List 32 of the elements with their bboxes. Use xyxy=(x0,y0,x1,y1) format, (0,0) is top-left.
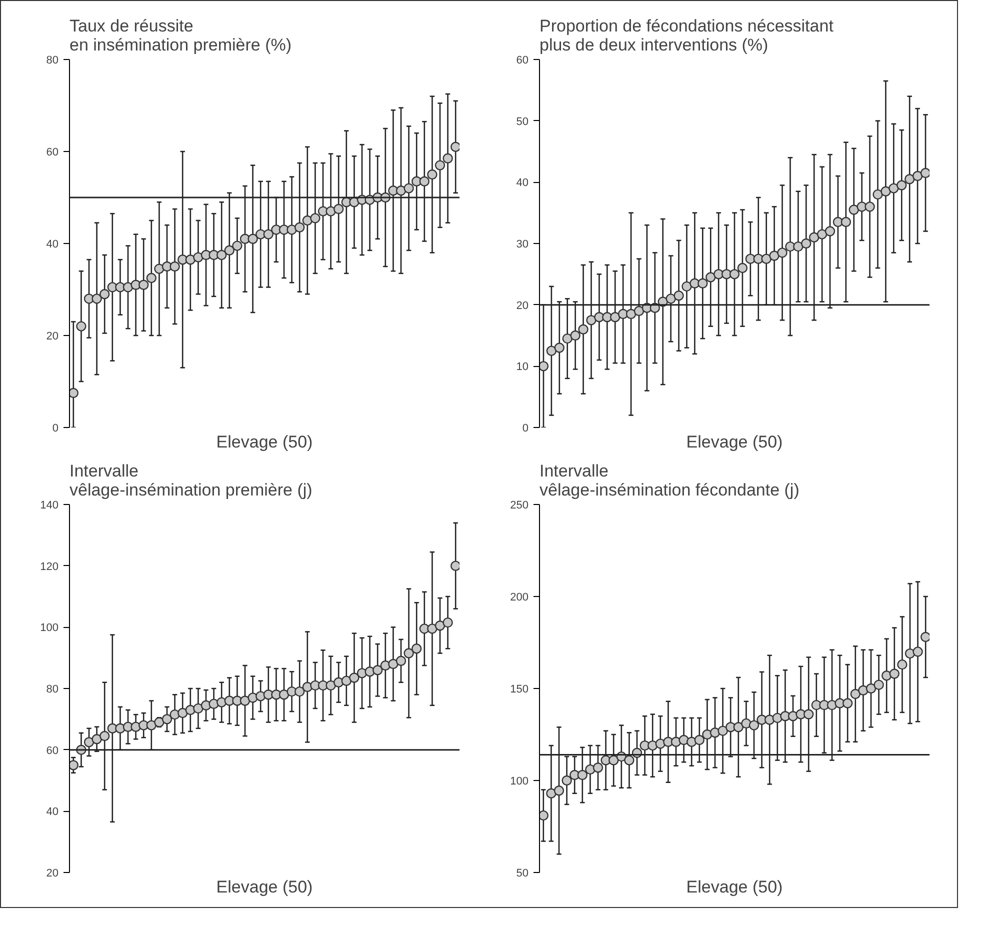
y-tick-label: 30 xyxy=(516,238,529,250)
y-tick-label: 120 xyxy=(40,560,59,573)
y-tick-label: 20 xyxy=(516,300,529,312)
y-tick-label: 10 xyxy=(516,361,529,374)
x-axis-title: Elevage (50) xyxy=(686,432,783,452)
chart-title: Proportion de fécondations nécessitant plus de deux interventions (%) xyxy=(540,16,834,54)
x-axis-title: Elevage (50) xyxy=(216,432,313,452)
y-tick-label: 50 xyxy=(516,116,529,128)
y-tick-label: 0 xyxy=(52,422,59,434)
y-tick-label: 200 xyxy=(510,592,529,604)
x-axis-title: Elevage (50) xyxy=(216,878,313,896)
y-tick-label: 60 xyxy=(516,54,529,66)
y-tick-label: 40 xyxy=(46,238,59,250)
x-axis-title: Elevage (50) xyxy=(686,878,783,896)
y-tick-label: 60 xyxy=(46,146,59,158)
y-tick-label: 50 xyxy=(516,868,529,880)
y-tick-label: 100 xyxy=(40,622,59,634)
y-tick-label: 20 xyxy=(46,330,59,342)
y-tick-label: 20 xyxy=(46,868,59,880)
y-tick-label: 60 xyxy=(46,744,59,757)
y-tick-label: 40 xyxy=(46,806,59,818)
y-tick-label: 80 xyxy=(46,54,59,66)
y-tick-label: 40 xyxy=(516,177,529,190)
y-tick-label: 250 xyxy=(510,500,529,512)
y-tick-label: 80 xyxy=(46,684,59,696)
chart-title: Intervalle vêlage-insémination première (j) xyxy=(70,462,312,500)
y-tick-label: 140 xyxy=(40,500,59,512)
y-tick-label: 150 xyxy=(510,684,529,696)
chart-title: Intervalle vêlage-insémination fécondante (j) xyxy=(540,462,800,500)
chart-title: Taux de réussite en insémination première (%) xyxy=(70,16,292,54)
y-tick-label: 100 xyxy=(510,776,529,788)
y-tick-label: 0 xyxy=(522,422,529,434)
